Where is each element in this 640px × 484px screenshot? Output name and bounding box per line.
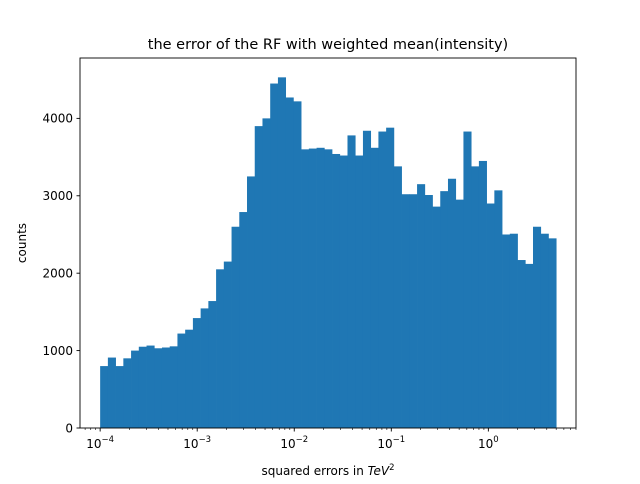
histogram-bar — [517, 260, 526, 428]
histogram-bar — [123, 358, 132, 428]
histogram-bar — [100, 366, 109, 428]
histogram-bar — [509, 233, 518, 428]
y-tick-label: 3000 — [42, 189, 73, 203]
histogram-bar — [386, 127, 395, 429]
histogram-bar — [138, 346, 147, 428]
histogram-bar — [308, 148, 317, 428]
histogram-bar — [324, 149, 333, 428]
histogram-bar — [216, 269, 225, 428]
y-tick-label: 1000 — [42, 344, 73, 358]
y-tick-label: 4000 — [42, 112, 73, 126]
x-axis-ticks: 10−4 10−3 10−2 10−1 100 — [84, 428, 577, 451]
histogram-bar — [355, 155, 364, 428]
x-tick-label: 10−2 — [280, 435, 308, 451]
histogram-bar — [540, 233, 549, 428]
histogram-bar — [339, 155, 348, 428]
histogram-bar — [347, 135, 356, 428]
histogram-bar — [115, 366, 124, 428]
histogram-bar — [417, 184, 426, 428]
histogram-bars — [100, 77, 557, 429]
histogram-bar — [177, 333, 186, 428]
x-axis-label: squared errors in TeV2 — [261, 463, 394, 478]
histogram-bar — [463, 131, 472, 429]
histogram-bar — [502, 234, 511, 428]
histogram-bar — [548, 238, 557, 428]
chart-title: the error of the RF with weighted mean(i… — [148, 37, 508, 53]
histogram-bar — [131, 350, 140, 428]
histogram-bar — [146, 345, 155, 428]
y-axis-ticks: 0 1000 2000 3000 4000 — [42, 112, 80, 435]
histogram-bar — [107, 357, 116, 428]
histogram-bar — [370, 147, 379, 429]
x-axis-label-unit: TeV — [368, 464, 390, 478]
plot-frame — [79, 57, 577, 429]
histogram-bar — [161, 347, 171, 428]
histogram-bar — [478, 160, 487, 428]
histogram-bar — [401, 194, 410, 428]
x-tick-label: 10−3 — [183, 435, 211, 451]
histogram-bar — [293, 101, 302, 428]
x-tick-label: 10−4 — [86, 435, 114, 451]
histogram-bar — [192, 318, 201, 428]
histogram-bar — [378, 131, 387, 429]
histogram-bar — [332, 153, 341, 429]
x-tick-label: 10−1 — [377, 435, 405, 451]
x-axis-label-exponent: 2 — [389, 463, 394, 473]
histogram-bar — [185, 329, 194, 428]
histogram-bar — [440, 191, 449, 428]
y-tick-label: 0 — [65, 421, 73, 435]
histogram-bar — [424, 195, 433, 428]
histogram-bar — [301, 149, 310, 428]
histogram-bar — [494, 190, 503, 428]
histogram-bar — [154, 348, 163, 428]
histogram-bar — [200, 308, 209, 428]
histogram-bar — [393, 166, 402, 428]
histogram-bar — [362, 130, 372, 428]
y-axis-label: counts — [15, 223, 29, 263]
histogram-bar — [262, 118, 271, 428]
histogram-bar — [169, 346, 178, 428]
histogram-bar — [533, 226, 542, 428]
histogram-bar — [231, 226, 240, 428]
histogram-bar — [208, 301, 217, 428]
histogram-bar — [254, 126, 263, 429]
histogram-bar — [285, 97, 294, 428]
histogram-bar — [455, 199, 464, 428]
histogram-bar — [316, 147, 325, 429]
histogram-bar — [447, 178, 457, 428]
histogram-bar — [277, 77, 287, 428]
x-axis-label-text: squared errors in — [261, 464, 367, 478]
histogram-bar — [486, 203, 495, 428]
histogram-bar — [223, 261, 232, 428]
histogram-bar — [471, 166, 480, 428]
histogram-bar — [432, 206, 441, 428]
y-tick-label: 2000 — [42, 266, 73, 280]
histogram-bar — [247, 176, 256, 428]
histogram-bar — [270, 83, 279, 428]
histogram-bar — [525, 263, 534, 428]
histogram-bar — [409, 194, 418, 428]
x-tick-label: 100 — [478, 435, 499, 451]
histogram-bar — [239, 212, 248, 428]
